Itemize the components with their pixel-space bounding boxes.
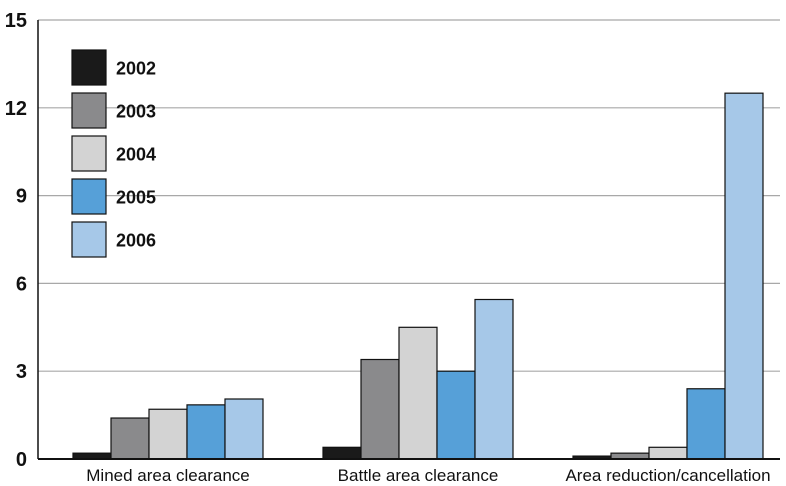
legend-swatch-2002 bbox=[71, 49, 107, 86]
bar-2006-2 bbox=[474, 298, 514, 460]
legend-label-2004: 2004 bbox=[116, 145, 156, 165]
bar-2006-3 bbox=[724, 92, 764, 460]
bar-2005-1 bbox=[186, 404, 226, 460]
legend-swatch-2003 bbox=[71, 92, 107, 129]
legend: 2002 2003 2004 2005 2006 bbox=[71, 49, 156, 258]
legend-swatch-2005 bbox=[71, 178, 107, 215]
x-category-labels: Mined area clearance Battle area clearanc… bbox=[86, 466, 770, 485]
bar-2006-1 bbox=[224, 398, 264, 460]
bar-2004-3 bbox=[648, 446, 688, 460]
y-tick-label: 0 bbox=[16, 449, 27, 471]
gridlines bbox=[38, 19, 780, 372]
legend-label-2005: 2005 bbox=[116, 188, 156, 208]
y-tick-label: 15 bbox=[5, 10, 27, 32]
bar-2002-2 bbox=[322, 446, 362, 460]
y-tick-label: 9 bbox=[16, 186, 27, 208]
y-tick-label: 3 bbox=[16, 361, 27, 383]
bar-2003-1 bbox=[110, 417, 150, 460]
y-tick-label: 6 bbox=[16, 273, 27, 295]
x-category-label: Battle area clearance bbox=[338, 466, 499, 485]
y-tick-label: 12 bbox=[5, 98, 27, 120]
axes bbox=[37, 20, 780, 460]
legend-label-2003: 2003 bbox=[116, 102, 156, 122]
bar-2004-2 bbox=[398, 326, 438, 460]
bars bbox=[72, 92, 764, 460]
y-tick-labels: 0 3 6 9 12 15 bbox=[5, 10, 27, 471]
bar-2005-2 bbox=[436, 370, 476, 460]
legend-swatch-2004 bbox=[71, 135, 107, 172]
bar-2003-2 bbox=[360, 358, 400, 460]
legend-label-2006: 2006 bbox=[116, 231, 156, 251]
legend-swatch-2006 bbox=[71, 221, 107, 258]
x-category-label: Mined area clearance bbox=[86, 466, 249, 485]
bar-2004-1 bbox=[148, 408, 188, 460]
x-category-label: Area reduction/cancellation bbox=[565, 466, 770, 485]
bar-2005-3 bbox=[686, 388, 726, 460]
legend-label-2002: 2002 bbox=[116, 59, 156, 79]
